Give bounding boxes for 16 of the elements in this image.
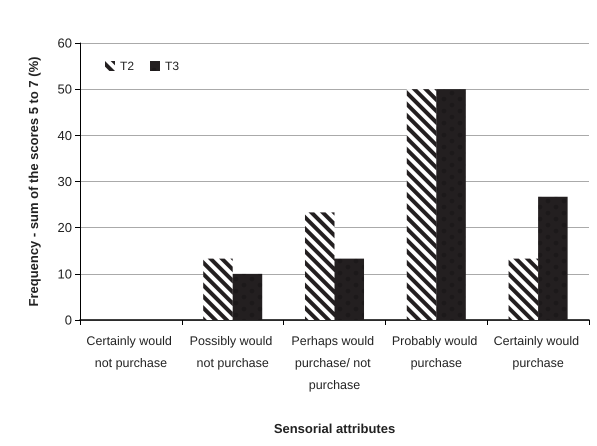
y-tick-label: 30	[58, 174, 72, 189]
x-axis-title: Sensorial attributes	[274, 421, 396, 436]
x-tick-label: Perhaps would purchase/ not purchase	[291, 334, 378, 392]
y-axis-title: Frequency - sum of the scores 5 to 7 (%)	[26, 56, 41, 306]
y-tick-label: 0	[64, 312, 72, 328]
y-tick-label: 40	[58, 128, 72, 143]
legend-label: T3	[165, 59, 180, 73]
x-tick-label: Probably would purchase	[392, 334, 481, 370]
x-tick-label: Certainly would purchase	[494, 334, 583, 370]
x-tick-label: Possibly would not purchase	[190, 334, 276, 370]
y-tick-label: 10	[58, 266, 72, 282]
y-tick-label: 50	[58, 82, 72, 97]
y-tick-label: 60	[58, 36, 72, 50]
y-tick-label: 20	[58, 220, 72, 236]
legend-label: T2	[120, 59, 134, 73]
x-tick-label: Certainly would not purchase	[86, 334, 176, 370]
